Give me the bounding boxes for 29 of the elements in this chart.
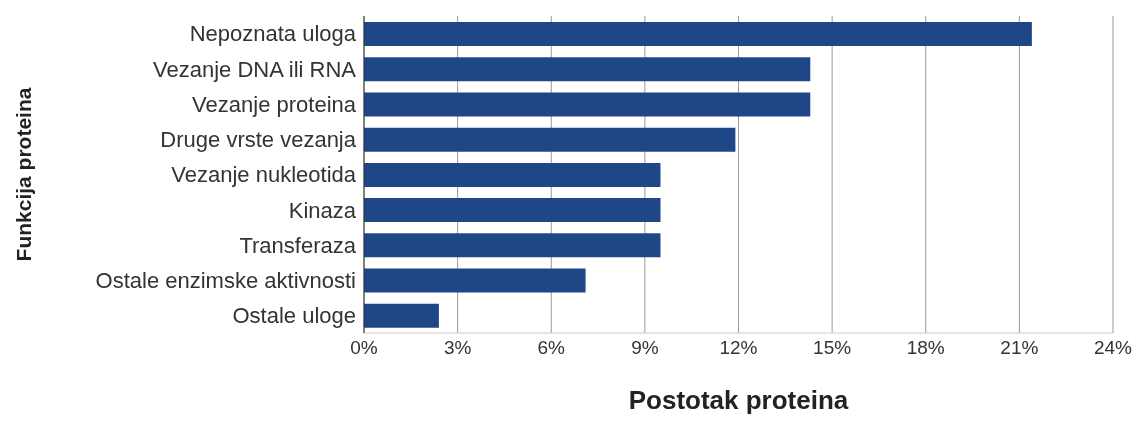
bar bbox=[364, 57, 811, 82]
bar bbox=[364, 127, 736, 152]
bar bbox=[364, 162, 661, 187]
x-tick-label: 24% bbox=[1093, 337, 1133, 359]
x-tick-label: 18% bbox=[906, 337, 945, 359]
y-tick-label: Kinaza bbox=[288, 197, 357, 223]
bar bbox=[364, 303, 439, 328]
y-tick-label: Ostale uloge bbox=[232, 303, 356, 329]
bar bbox=[364, 233, 661, 258]
y-tick-label: Nepoznata uloga bbox=[189, 21, 357, 47]
y-tick-label: Transferaza bbox=[239, 232, 357, 258]
x-tick-label: 15% bbox=[813, 337, 852, 359]
x-tick-label: 21% bbox=[1000, 337, 1039, 359]
x-axis-title: Postotak proteina bbox=[628, 385, 849, 415]
bar bbox=[364, 22, 1032, 46]
y-axis-title: Funkcija proteina bbox=[12, 87, 36, 262]
y-tick-label: Druge vrste vezanja bbox=[160, 127, 357, 153]
y-tick-label: Vezanje nukleotida bbox=[171, 162, 357, 188]
x-tick-label: 6% bbox=[537, 337, 566, 359]
x-tick-label: 9% bbox=[631, 337, 659, 359]
y-tick-label: Ostale enzimske aktivnosti bbox=[95, 267, 356, 293]
bar bbox=[364, 268, 586, 293]
x-tick-label: 12% bbox=[719, 337, 758, 359]
y-tick-label: Vezanje proteina bbox=[192, 91, 357, 117]
bar bbox=[364, 198, 661, 223]
bar bbox=[364, 92, 811, 117]
x-tick-label: 3% bbox=[443, 337, 472, 359]
x-tick-label: 0% bbox=[350, 337, 378, 359]
y-tick-label: Vezanje DNA ili RNA bbox=[153, 56, 357, 82]
